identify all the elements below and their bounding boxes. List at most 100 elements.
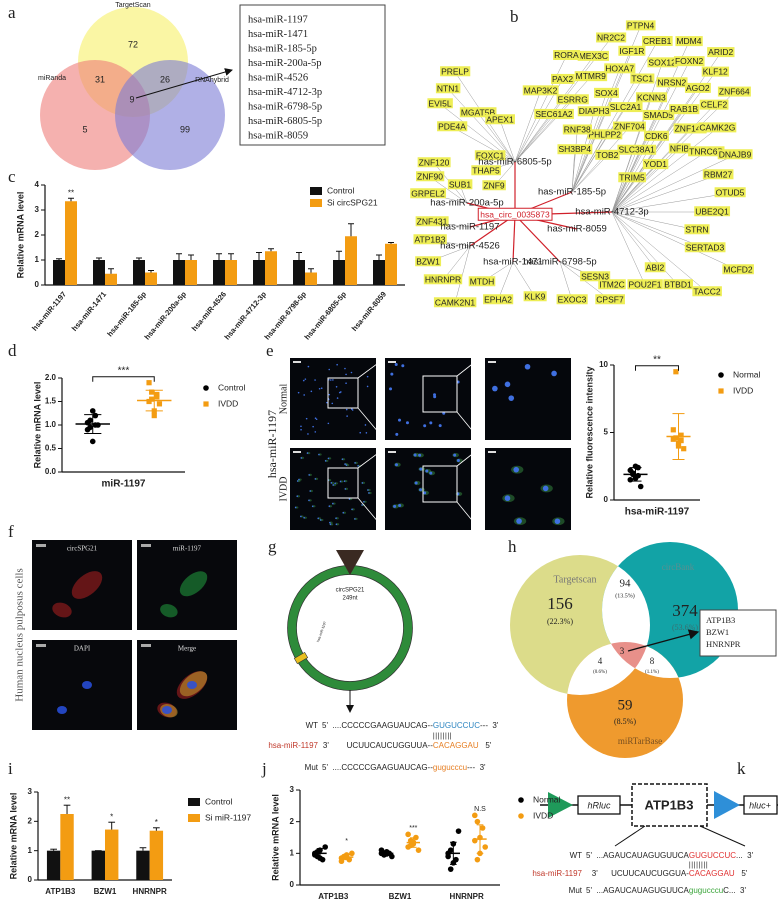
seq-part: 5' ....CCCCCGAAGUAUCAG--	[322, 763, 433, 772]
promoter	[714, 791, 740, 819]
legend-marker	[518, 797, 524, 803]
venn-h: Targetscan circBank miRTarBase 156 (22.3…	[510, 542, 777, 758]
node-bg	[625, 20, 656, 31]
gene-node: ZNF120	[419, 157, 450, 167]
panel-letter: i	[8, 759, 13, 778]
gene-item: ATP1B3	[706, 615, 735, 625]
mirna-node: has-miR-4526	[440, 241, 500, 252]
bar	[60, 814, 74, 880]
mirna-node: has-miR-8059	[547, 224, 607, 235]
edge	[571, 51, 633, 193]
nucleus	[405, 421, 409, 425]
legend-swatch	[188, 814, 200, 822]
nucleus	[354, 462, 356, 464]
node-bg	[595, 149, 620, 160]
point	[415, 847, 422, 853]
percent: (0.6%)	[593, 670, 607, 675]
arrow	[627, 629, 700, 652]
y-tick-label: 0	[290, 880, 295, 889]
y-tick-label: 2	[290, 817, 295, 826]
nucleus	[524, 363, 531, 370]
node-bg	[587, 129, 623, 140]
element-label: hRluc	[587, 800, 611, 810]
edge	[514, 214, 561, 263]
node-bg	[557, 144, 593, 155]
nucleus	[418, 453, 422, 457]
y-tick-label: 3	[290, 785, 295, 794]
edge	[611, 211, 739, 271]
set-label: RNAhybrid	[195, 77, 229, 84]
count: 99	[180, 124, 190, 134]
seq-part: 5' ...AGAUCAUAGUGUUCA	[586, 886, 690, 895]
count: 3	[620, 646, 625, 656]
sequence: 5' ...AGAUCAUAGUGUUCAgugucccuC... 3'	[586, 886, 746, 895]
bar	[253, 260, 265, 285]
y-tick-label: 3	[35, 205, 40, 214]
bar	[345, 236, 357, 285]
nucleus	[508, 395, 515, 401]
point	[149, 389, 155, 395]
legend-label: Control	[218, 382, 246, 392]
x-tick-label: hsa-miR-200a-5p	[143, 289, 189, 341]
venn-a: TargetScan miRanda RNAhybrid 72 31 26 9 …	[38, 2, 386, 170]
nucleus	[320, 387, 323, 390]
gene-node: NR2C2	[597, 32, 625, 42]
node-bg	[596, 32, 627, 43]
promoter	[548, 792, 573, 818]
y-tick-label: 1	[290, 848, 295, 857]
set-label: Targetscan	[554, 574, 597, 585]
nucleus	[344, 488, 347, 490]
nucleus	[329, 521, 331, 524]
gene-node: EXOC3	[558, 294, 587, 304]
nucleus	[542, 485, 549, 492]
point	[338, 858, 345, 865]
bar	[91, 850, 105, 880]
zoom-box	[422, 465, 458, 503]
nucleus	[311, 505, 314, 508]
edge	[611, 164, 656, 213]
nucleus	[363, 501, 365, 503]
micrograph	[485, 448, 571, 530]
point	[678, 432, 684, 438]
scale-bar	[388, 361, 396, 363]
channel-label: miR-1197	[173, 545, 202, 553]
nucleus	[367, 489, 369, 491]
gene-node: HNRNPR	[425, 274, 461, 284]
gene-node: SMAD5	[644, 110, 674, 120]
node-bg	[553, 50, 581, 61]
zoom-line	[357, 357, 386, 379]
legend-label: Control	[327, 185, 355, 195]
seq-part: 5'	[735, 869, 748, 878]
nucleus	[504, 381, 511, 388]
legend-label: Si miR-1197	[205, 812, 251, 822]
node-bg	[722, 264, 754, 275]
edge	[514, 114, 555, 163]
scale-bar	[36, 544, 46, 547]
nucleus	[327, 457, 330, 460]
binding-site	[293, 651, 309, 665]
channel-label: DAPI	[74, 645, 91, 653]
nucleus	[345, 382, 347, 385]
mirna-node: has-miR-6805-5p	[478, 157, 551, 168]
y-axis-label: Relative mRNA level	[32, 382, 42, 469]
nucleus	[359, 431, 362, 434]
nucleus	[366, 385, 369, 388]
nucleus	[332, 379, 334, 381]
significance: **	[653, 354, 661, 365]
seq-part: C... 3'	[723, 886, 746, 895]
gene-node: TNRC6B	[689, 146, 723, 156]
point	[149, 396, 155, 402]
edge	[611, 211, 679, 286]
node-bg	[701, 66, 730, 77]
nucleus	[296, 495, 299, 498]
edge	[514, 55, 567, 163]
gene-node: TACC2	[693, 286, 721, 296]
percent: (13.5%)	[615, 592, 635, 599]
nucleus	[354, 518, 356, 520]
element-label: hluc+	[749, 800, 771, 810]
zoom-line	[456, 411, 481, 441]
point	[670, 427, 676, 433]
panel-letter: d	[8, 341, 17, 360]
gene-node: RAB1B	[670, 104, 698, 114]
gene-node: MGAT5B	[461, 107, 496, 117]
